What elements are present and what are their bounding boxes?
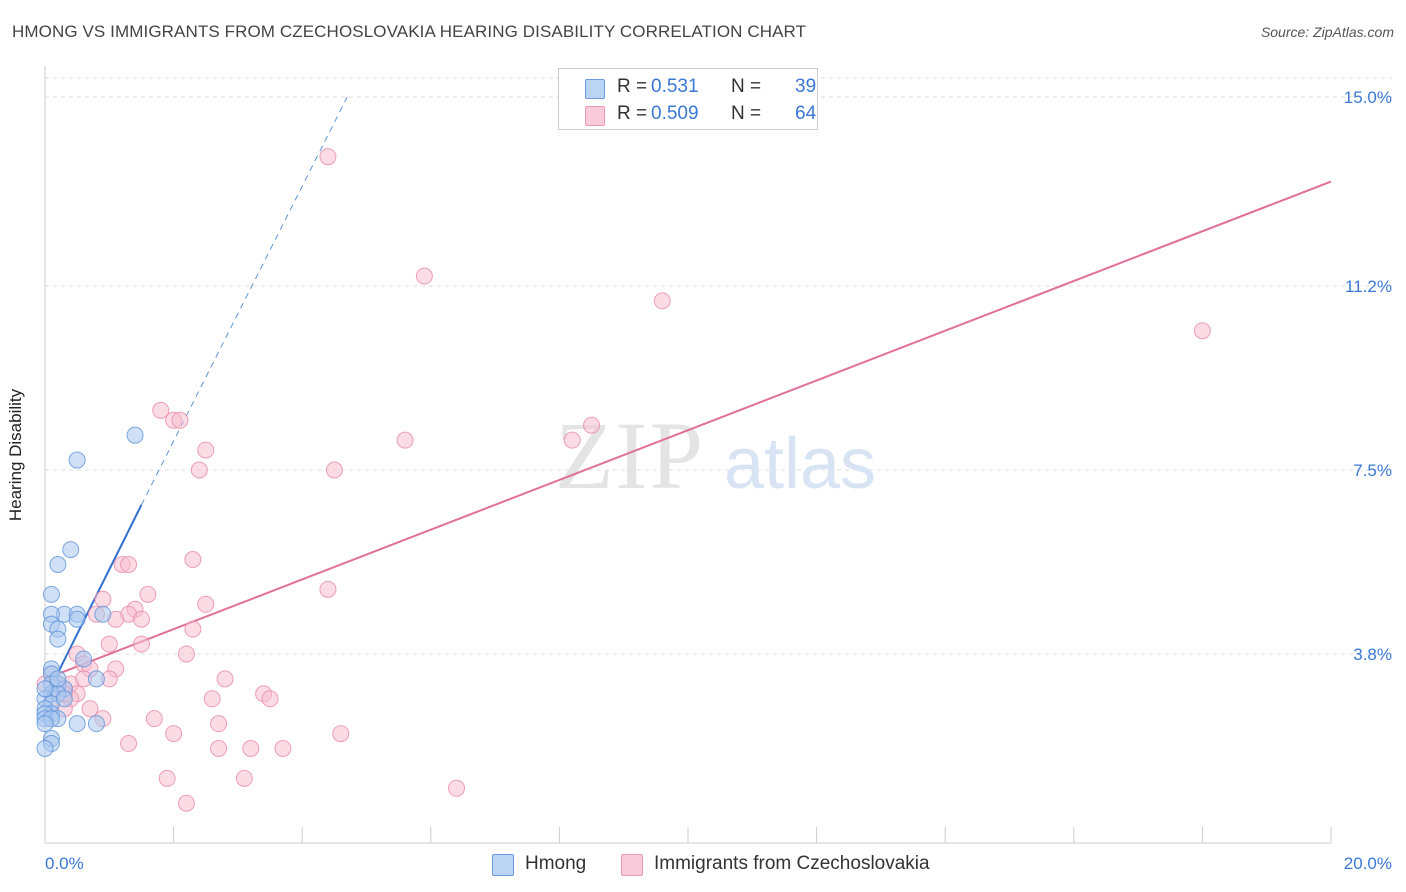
czech-point (396, 431, 414, 449)
watermark-zip: ZIP (555, 402, 705, 509)
hmong-trend-extension (141, 96, 348, 506)
y-axis-label: Hearing Disability (6, 388, 25, 522)
y-tick-label: 3.8% (1353, 645, 1392, 664)
hmong-swatch (492, 854, 514, 876)
czech-point (319, 148, 337, 166)
czech-point (184, 620, 202, 638)
trend-lines (44, 96, 1332, 700)
hmong-point (55, 690, 73, 708)
czech-point (242, 740, 260, 758)
hmong-point (36, 715, 54, 733)
hmong-point (49, 670, 67, 688)
hmong-swatch (585, 79, 605, 99)
czech-point (120, 735, 138, 753)
hmong-point (68, 451, 86, 469)
hmong-point (75, 650, 93, 668)
czech-point (210, 715, 228, 733)
czech-point (132, 635, 150, 653)
hmong-point (126, 426, 144, 444)
bottom-legend-czech-label: Immigrants from Czechoslovakia (654, 853, 930, 874)
bottom-legend: Hmong Immigrants from Czechoslovakia (0, 850, 1406, 878)
legend-n-label: N = (731, 76, 762, 97)
legend-r-value: 0.509 (651, 103, 699, 124)
czech-point (325, 461, 343, 479)
series-hmong-points (36, 426, 144, 758)
czech-point (152, 401, 170, 419)
czech-swatch (585, 106, 605, 126)
czech-point (583, 416, 601, 434)
czech-point (184, 551, 202, 569)
hmong-point (49, 555, 67, 573)
czech-point (448, 779, 466, 797)
y-tick-label: 11.2% (1345, 277, 1392, 296)
czech-point (197, 441, 215, 459)
hmong-point (62, 541, 80, 559)
czech-point (653, 292, 671, 310)
czech-point (120, 555, 138, 573)
y-tick-label: 15.0% (1344, 88, 1392, 107)
czech-point (210, 740, 228, 758)
czech-point (171, 411, 189, 429)
czech-point (94, 590, 112, 608)
source-label: Source: ZipAtlas.com (1260, 24, 1394, 40)
czech-point (203, 690, 221, 708)
hmong-point (36, 740, 54, 758)
hmong-point (68, 715, 86, 733)
legend-r-value: 0.531 (651, 76, 699, 97)
grid-lines (45, 77, 1392, 655)
chart-title: HMONG VS IMMIGRANTS FROM CZECHOSLOVAKIA … (12, 22, 807, 41)
hmong-point (87, 715, 105, 733)
czech-point (132, 610, 150, 628)
czech-trend-line (44, 180, 1332, 680)
czech-point (274, 740, 292, 758)
legend-n-value: 64 (795, 103, 817, 124)
czech-point (261, 690, 279, 708)
czech-point (319, 580, 337, 598)
czech-swatch (621, 854, 643, 876)
y-tick-label: 7.5% (1353, 461, 1392, 480)
legend-r-label: R = (617, 76, 648, 97)
czech-point (145, 710, 163, 728)
czech-point (415, 267, 433, 285)
czech-point (216, 670, 234, 688)
legend-r-label: R = (617, 103, 648, 124)
hmong-point (68, 610, 86, 628)
czech-point (563, 431, 581, 449)
hmong-point (87, 670, 105, 688)
legend-n-value: 39 (795, 76, 817, 97)
hmong-point (49, 630, 67, 648)
czech-point (190, 461, 208, 479)
czech-point (177, 645, 195, 663)
czech-point (1193, 322, 1211, 340)
watermark-atlas: atlas (724, 424, 876, 504)
czech-point (197, 595, 215, 613)
hmong-trend-line (44, 504, 143, 700)
tick-labels: 3.8% 7.5% 11.2% 15.0% 0.0% 20.0% (45, 88, 1392, 873)
czech-point (177, 794, 195, 812)
czech-point (235, 769, 253, 787)
czech-point (332, 725, 350, 743)
hmong-point (94, 605, 112, 623)
czech-point (165, 725, 183, 743)
x-tick-label: 20.0% (1344, 854, 1392, 873)
czech-point (139, 585, 157, 603)
x-tick-label: 0.0% (45, 854, 84, 873)
bottom-legend-hmong-label: Hmong (525, 853, 587, 874)
watermark: ZIP atlas (555, 402, 876, 509)
czech-point (81, 700, 99, 718)
legend-n-label: N = (731, 103, 762, 124)
hmong-point (36, 680, 54, 698)
legend-box: R = 0.531 N = 39 R = 0.509 N = 64 (558, 68, 818, 130)
czech-point (100, 635, 118, 653)
hmong-point (42, 585, 60, 603)
czech-point (158, 769, 176, 787)
